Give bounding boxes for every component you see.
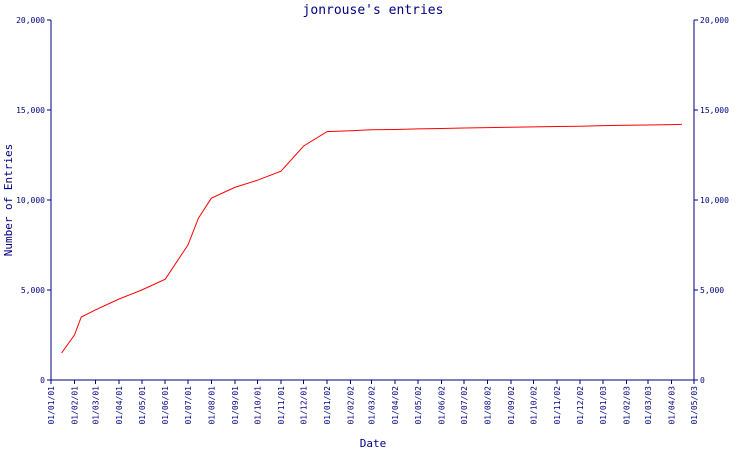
x-tick-label: 01/09/02: [507, 386, 516, 425]
y-tick-label-left: 20,000: [16, 16, 45, 25]
x-tick-label: 01/12/02: [576, 386, 585, 425]
x-tick-label: 01/11/01: [277, 386, 286, 425]
y-tick-label-right: 5,000: [700, 286, 724, 295]
y-tick-label-right: 15,000: [700, 106, 729, 115]
x-tick-label: 01/04/03: [667, 386, 676, 425]
y-tick-label-right: 10,000: [700, 196, 729, 205]
y-tick-label-right: 0: [700, 376, 705, 385]
x-tick-label: 01/11/02: [553, 386, 562, 425]
y-tick-label-right: 20,000: [700, 16, 729, 25]
x-tick-label: 01/04/02: [391, 386, 400, 425]
x-tick-label: 01/05/03: [690, 386, 699, 425]
x-tick-label: 01/08/02: [483, 386, 492, 425]
x-tick-label: 01/07/01: [184, 386, 193, 425]
x-tick-label: 01/01/02: [323, 386, 332, 425]
x-tick-label: 01/06/02: [437, 386, 446, 425]
chart-title: jonrouse's entries: [303, 3, 444, 18]
x-tick-label: 01/01/01: [47, 386, 56, 425]
y-axis-label: Number of Entries: [2, 144, 15, 257]
x-tick-label: 01/12/01: [300, 386, 309, 425]
x-tick-label: 01/07/02: [460, 386, 469, 425]
y-tick-label-left: 15,000: [16, 106, 45, 115]
ticks: 0 0 5,000 5,000 10,000 10,000 15,000 15,000 20,0…: [16, 16, 729, 425]
x-tick-label: 01/05/01: [138, 386, 147, 425]
x-tick-label: 01/01/03: [599, 386, 608, 425]
axes: [50, 20, 695, 381]
x-tick-label: 01/02/01: [70, 386, 79, 425]
y-tick-label-left: 10,000: [16, 196, 45, 205]
x-tick-label: 01/08/01: [207, 386, 216, 425]
x-tick-label: 01/09/01: [231, 386, 240, 425]
x-tick-label: 01/10/01: [254, 386, 263, 425]
x-tick-label: 01/10/02: [530, 386, 539, 425]
x-tick-label: 01/04/01: [115, 386, 124, 425]
series-line-1: [61, 123, 682, 354]
x-tick-label: 01/02/02: [347, 386, 356, 425]
x-tick-label: 01/03/03: [644, 386, 653, 425]
series: [61, 123, 682, 354]
x-tick-label: 01/03/01: [92, 386, 101, 425]
x-tick-label: 01/05/02: [414, 386, 423, 425]
x-tick-label: 01/03/02: [368, 386, 377, 425]
x-tick-label: 01/02/03: [623, 386, 632, 425]
x-tick-label: 01/06/01: [161, 386, 170, 425]
y-tick-label-left: 5,000: [21, 286, 45, 295]
y-tick-label-left: 0: [40, 376, 45, 385]
x-axis-label: Date: [360, 437, 387, 450]
